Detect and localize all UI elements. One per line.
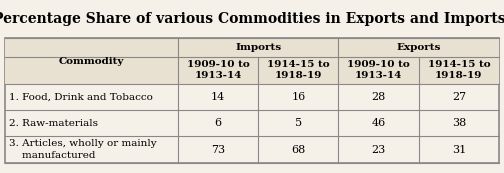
Text: 1. Food, Drink and Tobacco: 1. Food, Drink and Tobacco <box>9 93 152 102</box>
Text: 16: 16 <box>291 92 305 102</box>
Text: 2. Raw-materials: 2. Raw-materials <box>9 119 98 128</box>
Text: 28: 28 <box>371 92 386 102</box>
Text: 23: 23 <box>371 144 386 154</box>
Text: 1909-10 to
1913-14: 1909-10 to 1913-14 <box>186 60 249 80</box>
Text: 73: 73 <box>211 144 225 154</box>
Text: 31: 31 <box>452 144 466 154</box>
Text: Exports: Exports <box>397 43 441 52</box>
Text: 68: 68 <box>291 144 305 154</box>
Text: Commodity: Commodity <box>59 57 124 66</box>
Text: 3. Articles, wholly or mainly
    manufactured: 3. Articles, wholly or mainly manufactur… <box>9 139 156 160</box>
Text: 1909-10 to
1913-14: 1909-10 to 1913-14 <box>347 60 410 80</box>
Text: 1914-15 to
1918-19: 1914-15 to 1918-19 <box>267 60 330 80</box>
Text: 6: 6 <box>215 118 222 128</box>
Text: 14: 14 <box>211 92 225 102</box>
Text: Percentage Share of various Commodities in Exports and Imports.: Percentage Share of various Commodities … <box>0 12 504 26</box>
Text: 38: 38 <box>452 118 466 128</box>
Text: 1914-15 to
1918-19: 1914-15 to 1918-19 <box>427 60 490 80</box>
Text: 46: 46 <box>371 118 386 128</box>
Text: 27: 27 <box>452 92 466 102</box>
Text: 5: 5 <box>295 118 302 128</box>
Text: Imports: Imports <box>235 43 281 52</box>
